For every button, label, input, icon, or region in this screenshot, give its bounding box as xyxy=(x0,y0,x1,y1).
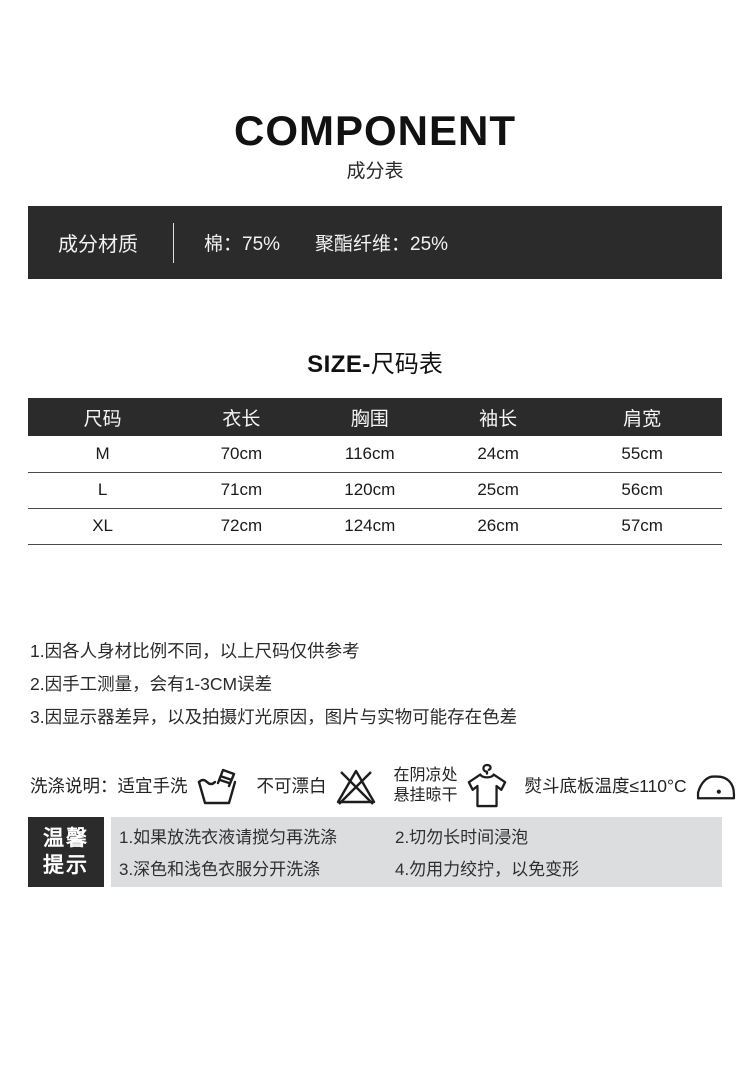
cell: 57cm xyxy=(562,508,722,545)
size-table: 尺码 衣长 胸围 袖长 肩宽 M 70cm 116cm 24cm 55cm L … xyxy=(28,398,722,545)
warm-tips-heading-line2: 提示 xyxy=(43,853,89,877)
size-title-zh: 尺码表 xyxy=(370,351,443,378)
table-row-l: L 71cm 120cm 25cm 56cm xyxy=(28,472,722,509)
cell: 24cm xyxy=(433,436,563,473)
tip-item-4: 4.勿用力绞拧，以免变形 xyxy=(395,860,580,879)
care-hang-dry-line2: 悬挂晾干 xyxy=(393,786,458,804)
warm-tips-heading: 温馨 提示 xyxy=(28,816,104,887)
vertical-divider xyxy=(173,222,174,263)
cell: 55cm xyxy=(562,436,722,473)
do-not-bleach-icon xyxy=(335,766,377,806)
col-header-sleeve: 袖长 xyxy=(433,398,563,436)
col-header-length: 衣长 xyxy=(177,398,306,436)
size-table-title: SIZE-尺码表 xyxy=(0,352,750,378)
note-line-1: 1.因各人身材比例不同，以上尺码仅供参考 xyxy=(30,640,360,661)
iron-icon xyxy=(695,769,737,803)
tip-item-3: 3.深色和浅色衣服分开洗涤 xyxy=(119,860,321,879)
care-hand-wash-label: 适宜手洗 xyxy=(117,776,188,796)
col-header-size: 尺码 xyxy=(28,398,178,436)
care-instructions: 洗涤说明： 适宜手洗 不可漂白 在阴 xyxy=(30,762,750,810)
cell: L xyxy=(28,472,178,509)
cell: 56cm xyxy=(562,472,722,509)
warm-tips: 温馨 提示 1.如果放洗衣液请搅匀再洗涤 2.切勿长时间浸泡 3.深色和浅色衣服… xyxy=(28,816,722,887)
material-label: 成分材质 xyxy=(58,234,138,256)
care-hang-dry-label: 在阴凉处 悬挂晾干 xyxy=(394,766,458,806)
cell: 25cm xyxy=(433,472,563,509)
cell: 72cm xyxy=(177,508,306,545)
cell: 71cm xyxy=(177,472,306,509)
care-hang-dry-line1: 在阴凉处 xyxy=(393,766,458,784)
cell: 124cm xyxy=(305,508,434,545)
tip-item-1: 1.如果放洗衣液请搅匀再洗涤 xyxy=(119,828,338,847)
size-title-en: SIZE- xyxy=(307,351,371,378)
cell: XL xyxy=(28,508,178,545)
note-line-3: 3.因显示器差异，以及拍摄灯光原因，图片与实物可能存在色差 xyxy=(30,706,518,727)
material-cotton: 棉：75% xyxy=(204,234,281,255)
col-header-bust: 胸围 xyxy=(305,398,434,436)
page-subtitle: 成分表 xyxy=(346,161,404,182)
tip-item-2: 2.切勿长时间浸泡 xyxy=(395,828,529,847)
warm-tips-body: 1.如果放洗衣液请搅匀再洗涤 2.切勿长时间浸泡 3.深色和浅色衣服分开洗涤 4… xyxy=(111,816,722,887)
size-notes: 1.因各人身材比例不同，以上尺码仅供参考 2.因手工测量，会有1-3CM误差 3… xyxy=(30,635,750,734)
cell: M xyxy=(28,436,178,473)
col-header-shoulder: 肩宽 xyxy=(562,398,722,436)
page-title: COMPONENT xyxy=(234,107,516,154)
product-info-page: COMPONENT 成分表 成分材质 棉：75% 聚酯纤维：25% SIZE-尺… xyxy=(0,110,750,1080)
care-label: 洗涤说明： xyxy=(30,776,118,796)
table-row-xl: XL 72cm 124cm 26cm 57cm xyxy=(28,508,722,545)
material-bar: 成分材质 棉：75% 聚酯纤维：25% xyxy=(28,206,722,279)
warm-tips-heading-line1: 温馨 xyxy=(43,826,89,850)
care-no-bleach-label: 不可漂白 xyxy=(256,776,327,796)
cell: 120cm xyxy=(305,472,434,509)
cell: 70cm xyxy=(177,436,306,473)
material-polyester: 聚酯纤维：25% xyxy=(315,234,449,255)
cell: 26cm xyxy=(433,508,563,545)
care-iron-label: 熨斗底板温度≤110°C xyxy=(524,776,687,796)
cell: 116cm xyxy=(305,436,434,473)
table-row-m: M 70cm 116cm 24cm 55cm xyxy=(28,436,722,473)
size-table-header-row: 尺码 衣长 胸围 袖长 肩宽 xyxy=(28,398,722,436)
hang-dry-icon xyxy=(466,762,508,810)
hand-wash-icon xyxy=(196,765,240,807)
note-line-2: 2.因手工测量，会有1-3CM误差 xyxy=(30,673,273,694)
